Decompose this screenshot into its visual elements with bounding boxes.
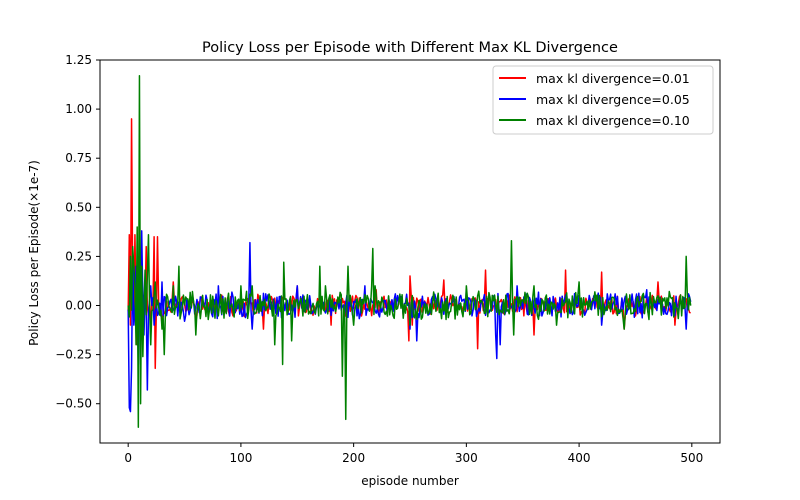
y-axis-title: Policy Loss per Episode(×1e-7) <box>27 160 41 346</box>
y-tick-label: 1.00 <box>65 102 92 116</box>
x-tick-label: 200 <box>342 451 365 465</box>
legend-box <box>492 65 714 135</box>
y-tick-label: −0.25 <box>55 348 92 362</box>
legend-label-1: max kl divergence=0.01 <box>536 71 690 86</box>
chart-title: Policy Loss per Episode with Different M… <box>202 40 618 56</box>
x-axis-title: episode number <box>361 474 459 488</box>
x-tick-label: 300 <box>455 451 478 465</box>
y-tick-label: 0.50 <box>65 200 92 214</box>
x-tick-label: 400 <box>568 451 591 465</box>
legend-label-3: max kl divergence=0.10 <box>536 113 690 128</box>
legend-label-2: max kl divergence=0.05 <box>536 92 690 107</box>
x-tick-label: 0 <box>124 451 132 465</box>
y-tick-label: 0.00 <box>65 299 92 313</box>
series-line-3 <box>127 74 692 429</box>
y-tick-label: −0.50 <box>55 397 92 411</box>
y-tick-label: 1.25 <box>65 53 92 67</box>
plot-area <box>127 74 692 429</box>
axes: 0 100 200 300 400 500 −0.50 −0.25 0.00 0.25 0.50 0.… <box>55 53 721 465</box>
y-tick-label: 0.75 <box>65 151 92 165</box>
series-line-1 <box>127 118 691 370</box>
axes-frame <box>99 59 721 444</box>
y-tick-label: 0.25 <box>65 249 92 263</box>
legend: max kl divergence=0.01 max kl divergence=… <box>492 65 714 135</box>
x-tick-label: 500 <box>680 451 703 465</box>
x-tick-label: 100 <box>229 451 252 465</box>
